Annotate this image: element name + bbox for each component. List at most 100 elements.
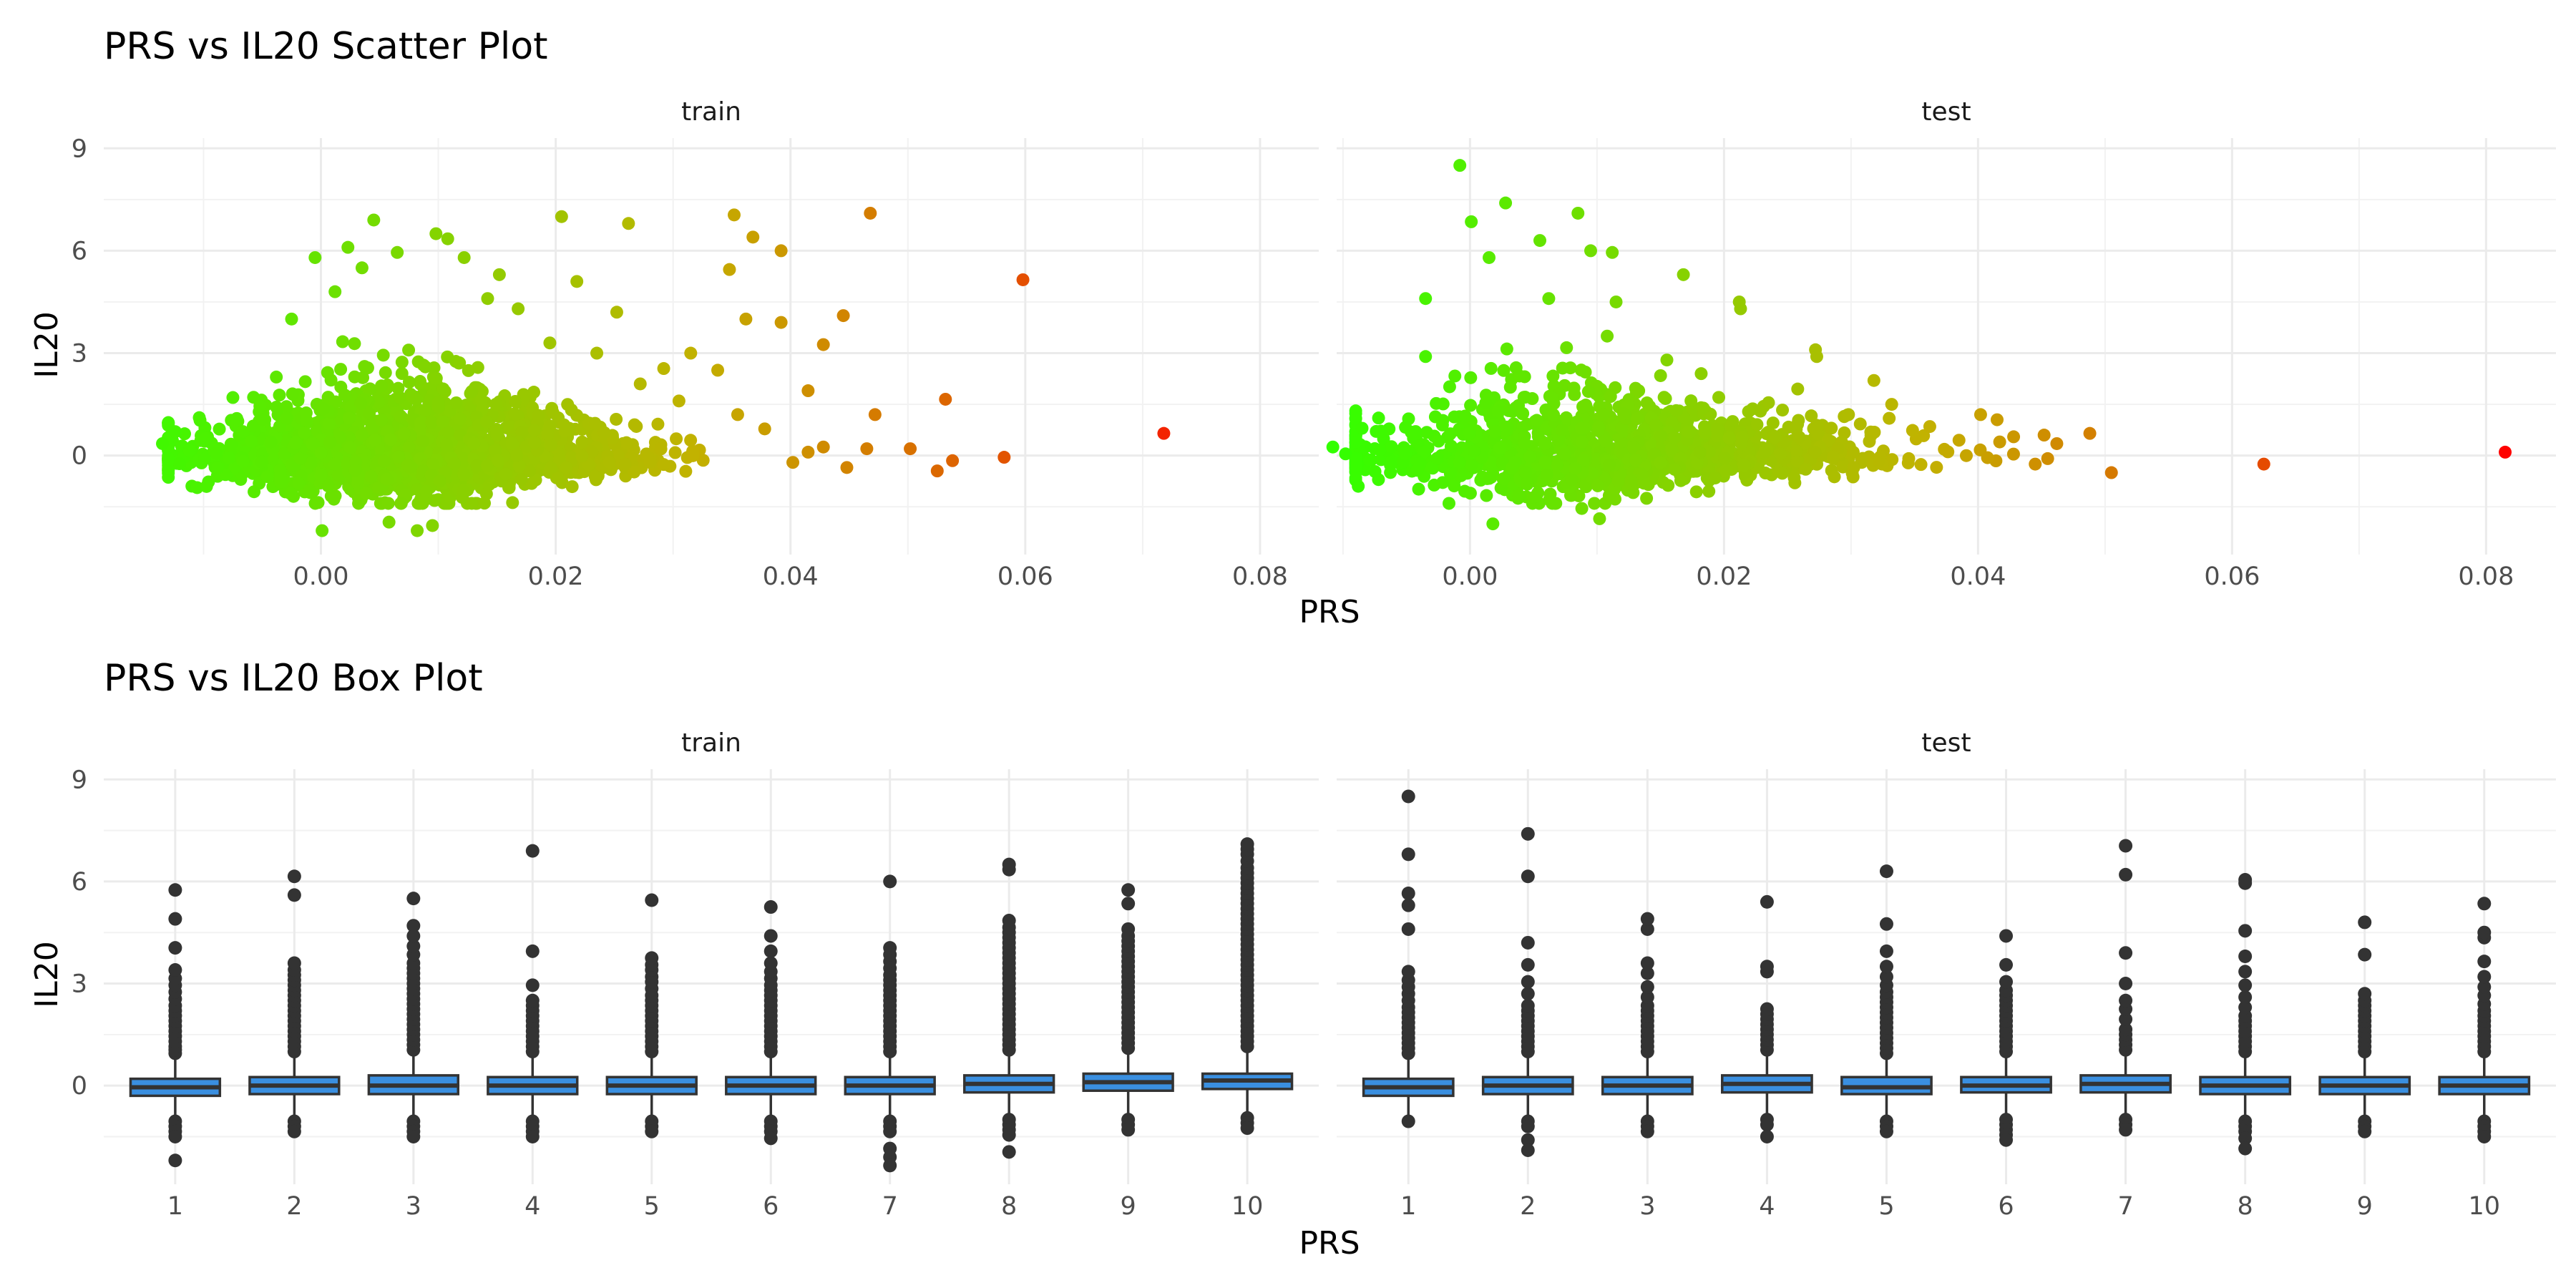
- box-test-outlier: [2477, 1129, 2492, 1143]
- scatter-train-point: [402, 441, 416, 454]
- scatter-train-point: [236, 425, 250, 439]
- box-test-outlier: [1999, 957, 2014, 972]
- scatter-test-point: [1883, 411, 1896, 425]
- scatter-train-point: [264, 435, 278, 449]
- scatter-train-point: [211, 461, 225, 474]
- box-test-x-tick-label: 2: [1520, 1192, 1536, 1221]
- scatter-train-point: [384, 433, 398, 447]
- scatter-test-point: [1375, 453, 1388, 467]
- scatter-train-point: [419, 404, 432, 417]
- scatter-test-point: [1640, 396, 1654, 410]
- scatter-train-point: [404, 460, 417, 474]
- scatter-train-point: [364, 382, 377, 396]
- box-test-x-tick-label: 1: [1400, 1192, 1416, 1221]
- scatter-test-point: [1799, 462, 1813, 476]
- scatter-train-point: [628, 465, 641, 479]
- scatter-train-point: [222, 451, 235, 464]
- scatter-train-point: [436, 382, 450, 396]
- scatter-test-point: [1458, 409, 1472, 423]
- scatter-train-point: [684, 434, 698, 447]
- scatter-train-point: [668, 446, 682, 459]
- scatter-test-point: [1488, 424, 1502, 438]
- scatter-test-point: [1759, 467, 1772, 480]
- scatter-test-point: [1611, 474, 1625, 488]
- scatter-test-point: [2041, 452, 2054, 465]
- scatter-train-point: [433, 474, 447, 488]
- scatter-train-point: [253, 399, 267, 413]
- scatter-train-point: [299, 406, 313, 420]
- box-train-x-tick-label: 9: [1121, 1192, 1136, 1221]
- box-test-outlier: [1521, 957, 1535, 972]
- scatter-test-point: [1828, 470, 1841, 484]
- scatter-train-point: [746, 230, 760, 244]
- box-train-outlier: [1121, 922, 1136, 936]
- scatter-test-point: [1694, 367, 1708, 381]
- scatter-test-point: [1697, 401, 1710, 415]
- scatter-test-point: [1568, 462, 1582, 475]
- box-test-x-tick-label: 10: [2468, 1192, 2500, 1221]
- scatter-train-point: [348, 464, 362, 477]
- scatter-train-point: [454, 428, 467, 441]
- scatter-test-point: [1517, 391, 1531, 404]
- scatter-test-point: [1846, 445, 1860, 459]
- scatter-test-point: [1762, 396, 1775, 409]
- box-train-outlier: [1002, 857, 1016, 872]
- scatter-test-point: [1702, 484, 1716, 498]
- scatter-train-point: [527, 424, 541, 437]
- scatter-train-point: [210, 447, 223, 460]
- scatter-train-point: [283, 487, 297, 500]
- scatter-train-point: [868, 408, 882, 421]
- scatter-train-point: [555, 210, 568, 223]
- scatter-y-axis-title: IL20: [29, 311, 65, 378]
- box-train-x-tick-label: 10: [1231, 1192, 1264, 1221]
- scatter-test-point: [1602, 458, 1616, 472]
- box-test-outlier: [1640, 1124, 1654, 1138]
- box-test-outlier: [1401, 847, 1415, 862]
- box-test-outlier: [2238, 949, 2253, 963]
- scatter-test-point: [1552, 433, 1566, 447]
- scatter-train-point: [565, 403, 578, 416]
- box-train-outlier: [287, 1124, 301, 1138]
- scatter-test-point: [1872, 454, 1885, 467]
- scatter-test-point: [1419, 292, 1433, 306]
- scatter-train-x-tick-label: 0.06: [997, 562, 1053, 591]
- scatter-train-point: [303, 484, 316, 497]
- scatter-train-point: [364, 469, 378, 483]
- scatter-train-point: [402, 343, 416, 357]
- scatter-train-point: [670, 432, 683, 446]
- box-test-x-tick-label: 6: [1998, 1192, 2014, 1221]
- box-train-outlier: [645, 893, 659, 907]
- scatter-test-point: [1698, 420, 1712, 434]
- scatter-train-point: [739, 312, 753, 326]
- box-test-outlier: [1760, 894, 1774, 909]
- scatter-train-y-tick-label: 6: [72, 237, 87, 265]
- scatter-test-point: [1523, 450, 1537, 464]
- scatter-train-point: [420, 484, 434, 498]
- scatter-train-point: [946, 454, 960, 467]
- scatter-test-point: [1409, 425, 1423, 439]
- scatter-train-point: [311, 496, 325, 509]
- scatter-train-point: [630, 419, 643, 433]
- scatter-test-point: [1640, 492, 1654, 505]
- box-test-outlier: [1760, 1002, 1774, 1016]
- scatter-test-point: [1674, 474, 1687, 487]
- scatter-train-point: [190, 481, 204, 494]
- scatter-train-point: [654, 442, 668, 456]
- scatter-test-point: [1575, 421, 1589, 435]
- scatter-train-point: [731, 408, 744, 421]
- scatter-test-point: [1825, 421, 1838, 435]
- scatter-train-point: [528, 436, 542, 449]
- scatter-test-point: [1412, 482, 1425, 496]
- scatter-test-point: [1853, 417, 1867, 431]
- scatter-test-point: [1684, 394, 1698, 408]
- scatter-strip-test: test: [1921, 97, 1971, 127]
- scatter-test-point: [1419, 350, 1433, 364]
- scatter-train-point: [492, 454, 505, 467]
- scatter-train-point: [156, 436, 170, 450]
- scatter-train-point: [512, 302, 525, 316]
- scatter-train-point: [453, 412, 467, 426]
- scatter-train-point: [904, 442, 917, 456]
- box-train-x-tick-label: 7: [882, 1192, 898, 1221]
- scatter-train-point: [529, 473, 542, 487]
- scatter-train-point: [316, 402, 330, 416]
